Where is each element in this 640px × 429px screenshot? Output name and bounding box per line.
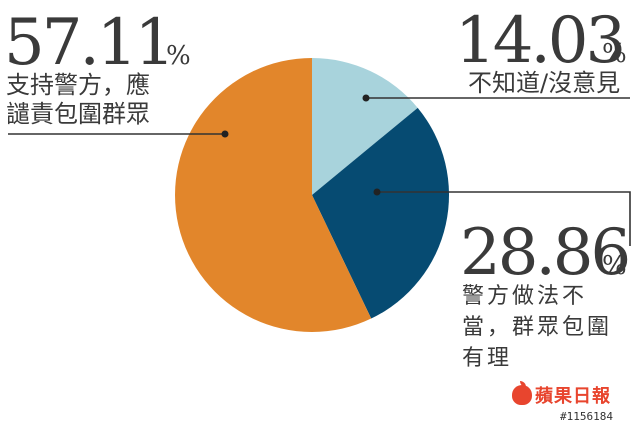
leader-line-28 xyxy=(377,191,631,246)
leader-lines xyxy=(8,94,631,246)
category-label-14: 不知道/沒意見 xyxy=(468,69,620,97)
leader-dot-14 xyxy=(362,94,370,102)
apple-icon xyxy=(512,381,532,405)
brand-name: 蘋果日報 xyxy=(535,386,611,407)
category-label-28-line3: 有理 xyxy=(462,346,512,371)
category-label-57-line1: 支持警方，應 xyxy=(6,71,150,99)
pie-slice-2 xyxy=(175,58,372,333)
category-label-28-line1: 警方做法不 xyxy=(462,284,587,309)
pie-slices xyxy=(175,58,450,333)
value-label-28: 28.86 xyxy=(460,216,628,290)
category-label-57-line2: 譴責包圍群眾 xyxy=(6,100,150,128)
pct-sign-57: % xyxy=(166,41,191,71)
pct-sign-14: % xyxy=(602,39,627,69)
category-label-28-line2: 當，群眾包圍 xyxy=(462,315,612,340)
image-code: #1156184 xyxy=(560,410,613,423)
leader-dot-57 xyxy=(221,130,229,138)
pie-slice-0 xyxy=(312,58,418,195)
pie-slice-1 xyxy=(312,107,450,319)
value-label-57: 57.11 xyxy=(4,6,172,80)
leader-dot-28 xyxy=(373,188,381,196)
brand-logo: 蘋果日報 xyxy=(512,381,632,407)
pct-sign-28: % xyxy=(602,251,627,281)
value-label-14: 14.03 xyxy=(455,4,623,78)
